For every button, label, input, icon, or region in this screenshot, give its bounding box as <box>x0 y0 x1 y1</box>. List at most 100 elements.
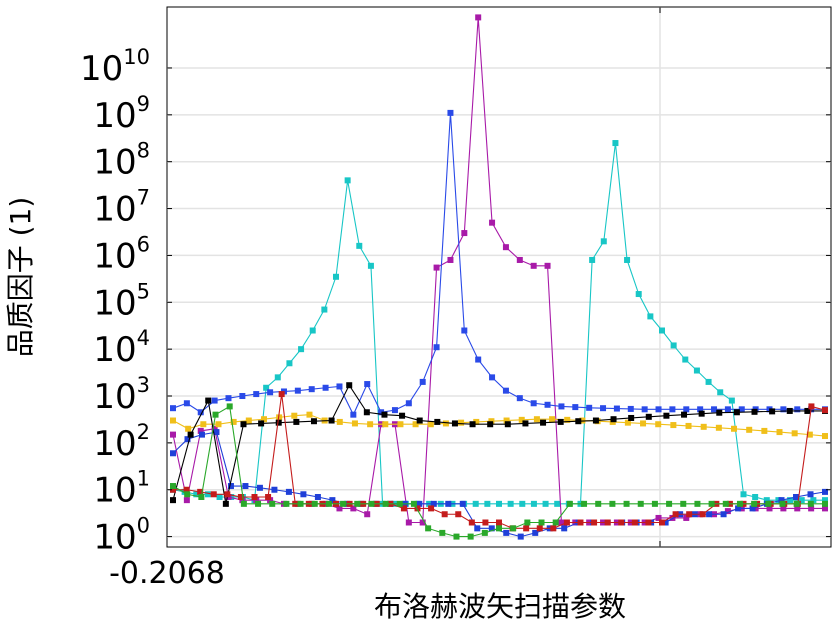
data-point <box>786 407 793 414</box>
data-point <box>715 424 722 431</box>
data-point <box>183 400 190 407</box>
y-tick-label: 107 <box>93 186 150 230</box>
data-point <box>807 491 814 498</box>
data-point <box>197 488 204 495</box>
data-point <box>685 422 692 429</box>
data-point <box>807 500 814 507</box>
data-point <box>187 431 194 438</box>
data-point <box>468 519 475 526</box>
data-point <box>489 219 496 226</box>
data-point <box>306 411 313 418</box>
data-point <box>670 422 677 429</box>
data-point <box>680 500 687 507</box>
data-point <box>461 230 468 237</box>
data-point <box>487 421 494 428</box>
data-point <box>382 421 389 428</box>
data-point <box>363 409 370 416</box>
data-point <box>769 408 776 415</box>
data-point <box>197 409 204 416</box>
y-tick-label: 100 <box>93 514 150 558</box>
data-point <box>170 486 176 493</box>
data-point <box>225 395 232 402</box>
data-point <box>694 500 701 507</box>
data-point <box>604 519 611 526</box>
data-point <box>321 306 328 313</box>
data-point <box>536 525 543 532</box>
data-point <box>504 421 511 428</box>
data-point <box>451 420 458 427</box>
data-point <box>329 497 336 504</box>
data-point <box>731 425 738 432</box>
data-point <box>399 412 406 419</box>
data-point <box>170 417 176 424</box>
y-tick-label: 105 <box>93 279 150 323</box>
data-point <box>381 411 388 418</box>
data-point <box>595 500 602 507</box>
data-point <box>722 500 729 507</box>
data-point <box>523 525 530 532</box>
data-point <box>310 418 317 425</box>
data-point <box>641 406 648 413</box>
data-point <box>538 519 545 526</box>
data-point <box>447 256 454 263</box>
data-point <box>419 378 426 385</box>
data-point <box>651 500 658 507</box>
data-point <box>550 525 557 532</box>
data-point <box>382 500 389 507</box>
data-point <box>309 327 316 334</box>
data-point <box>475 14 482 21</box>
data-point <box>227 483 234 490</box>
data-point <box>716 409 723 416</box>
data-point <box>624 419 631 426</box>
data-point <box>628 414 635 421</box>
data-point <box>564 416 571 423</box>
data-point <box>170 431 176 438</box>
data-point <box>761 427 768 434</box>
data-point <box>285 488 292 495</box>
data-point <box>659 519 665 526</box>
data-point <box>663 412 670 419</box>
data-point <box>752 505 759 512</box>
data-point <box>211 397 218 404</box>
data-point <box>364 511 371 518</box>
data-point <box>705 378 712 385</box>
data-point <box>793 494 800 500</box>
data-point <box>260 416 267 423</box>
data-point <box>224 491 231 498</box>
data-point <box>441 511 448 518</box>
data-point <box>517 533 524 540</box>
data-point <box>205 397 212 404</box>
y-tick-label: 101 <box>93 467 150 511</box>
data-point <box>473 418 480 425</box>
data-point <box>328 417 335 424</box>
data-point <box>488 525 495 532</box>
data-point <box>226 403 233 410</box>
data-point <box>822 505 828 512</box>
data-point <box>623 500 630 507</box>
data-point <box>682 356 689 363</box>
y-tick-label: 103 <box>93 373 150 417</box>
data-point <box>253 391 260 398</box>
data-point <box>708 500 715 507</box>
data-point <box>410 500 417 507</box>
data-point <box>612 140 619 147</box>
data-point <box>240 500 247 507</box>
data-point <box>591 519 598 526</box>
data-point <box>482 519 489 526</box>
data-point <box>367 421 374 428</box>
data-point <box>367 262 374 269</box>
data-point <box>496 525 502 532</box>
data-point <box>216 494 223 500</box>
data-point <box>461 327 468 334</box>
data-point <box>185 425 192 432</box>
data-point <box>822 488 828 495</box>
data-point <box>822 500 828 507</box>
data-point <box>428 505 435 512</box>
data-point <box>314 494 321 500</box>
data-point <box>170 450 176 457</box>
data-point <box>686 511 693 518</box>
data-point <box>378 409 385 416</box>
data-point <box>346 382 353 389</box>
data-point <box>433 264 440 271</box>
